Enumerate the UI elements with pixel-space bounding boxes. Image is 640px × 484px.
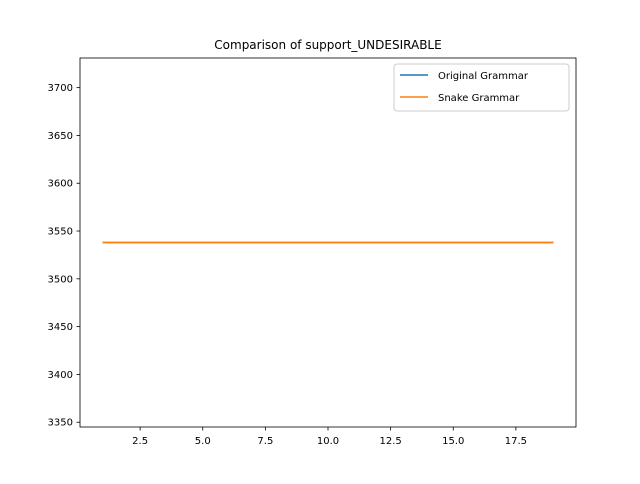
legend-box <box>393 63 570 112</box>
y-tick-label: 3600 <box>48 179 73 190</box>
legend: Original Grammar Snake Grammar <box>393 63 570 112</box>
x-tick-label: 7.5 <box>257 436 273 447</box>
x-tick-label: 12.5 <box>379 436 401 447</box>
y-tick-label: 3500 <box>48 274 73 285</box>
legend-label-original-grammar: Original Grammar <box>438 71 529 82</box>
chart-title: Comparison of support_UNDESIRABLE <box>214 38 441 52</box>
y-axis: 3350 3400 3450 3500 3550 3600 3650 3700 <box>48 83 80 429</box>
y-tick-label: 3400 <box>48 370 73 381</box>
x-tick-label: 2.5 <box>132 436 148 447</box>
x-tick-label: 5.0 <box>195 436 211 447</box>
x-axis: 2.5 5.0 7.5 10.0 12.5 15.0 17.5 <box>132 427 527 447</box>
y-tick-label: 3650 <box>48 131 73 142</box>
x-tick-label: 17.5 <box>505 436 527 447</box>
legend-label-snake-grammar: Snake Grammar <box>438 93 520 104</box>
y-tick-label: 3450 <box>48 322 73 333</box>
y-tick-label: 3700 <box>48 83 73 94</box>
y-tick-label: 3550 <box>48 227 73 238</box>
y-tick-label: 3350 <box>48 418 73 429</box>
plot-frame <box>79 57 577 428</box>
x-tick-label: 10.0 <box>317 436 339 447</box>
x-tick-label: 15.0 <box>442 436 464 447</box>
